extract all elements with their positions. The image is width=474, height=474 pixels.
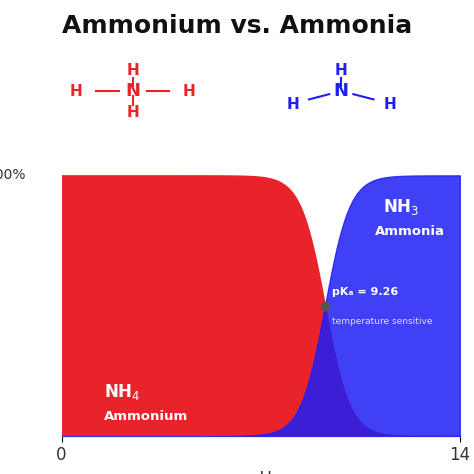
- Text: pKₐ = 9.26: pKₐ = 9.26: [332, 287, 398, 297]
- Text: temperature sensitive: temperature sensitive: [332, 317, 433, 326]
- Text: NH$_3$: NH$_3$: [383, 197, 419, 217]
- Text: H: H: [70, 84, 82, 99]
- Text: 100%: 100%: [0, 168, 26, 182]
- Text: Ammonia: Ammonia: [374, 225, 445, 238]
- X-axis label: pH: pH: [249, 470, 272, 474]
- Text: N: N: [334, 82, 349, 100]
- Text: N: N: [125, 82, 140, 100]
- Text: H: H: [335, 63, 347, 78]
- Text: Ammonium vs. Ammonia: Ammonium vs. Ammonia: [62, 14, 412, 38]
- Text: H: H: [287, 97, 299, 112]
- Text: H: H: [183, 84, 195, 99]
- Text: H: H: [127, 105, 139, 119]
- Text: NH$_4$: NH$_4$: [104, 382, 140, 402]
- Text: Ammonium: Ammonium: [104, 410, 189, 423]
- Text: H: H: [127, 63, 139, 78]
- Text: H: H: [383, 97, 396, 112]
